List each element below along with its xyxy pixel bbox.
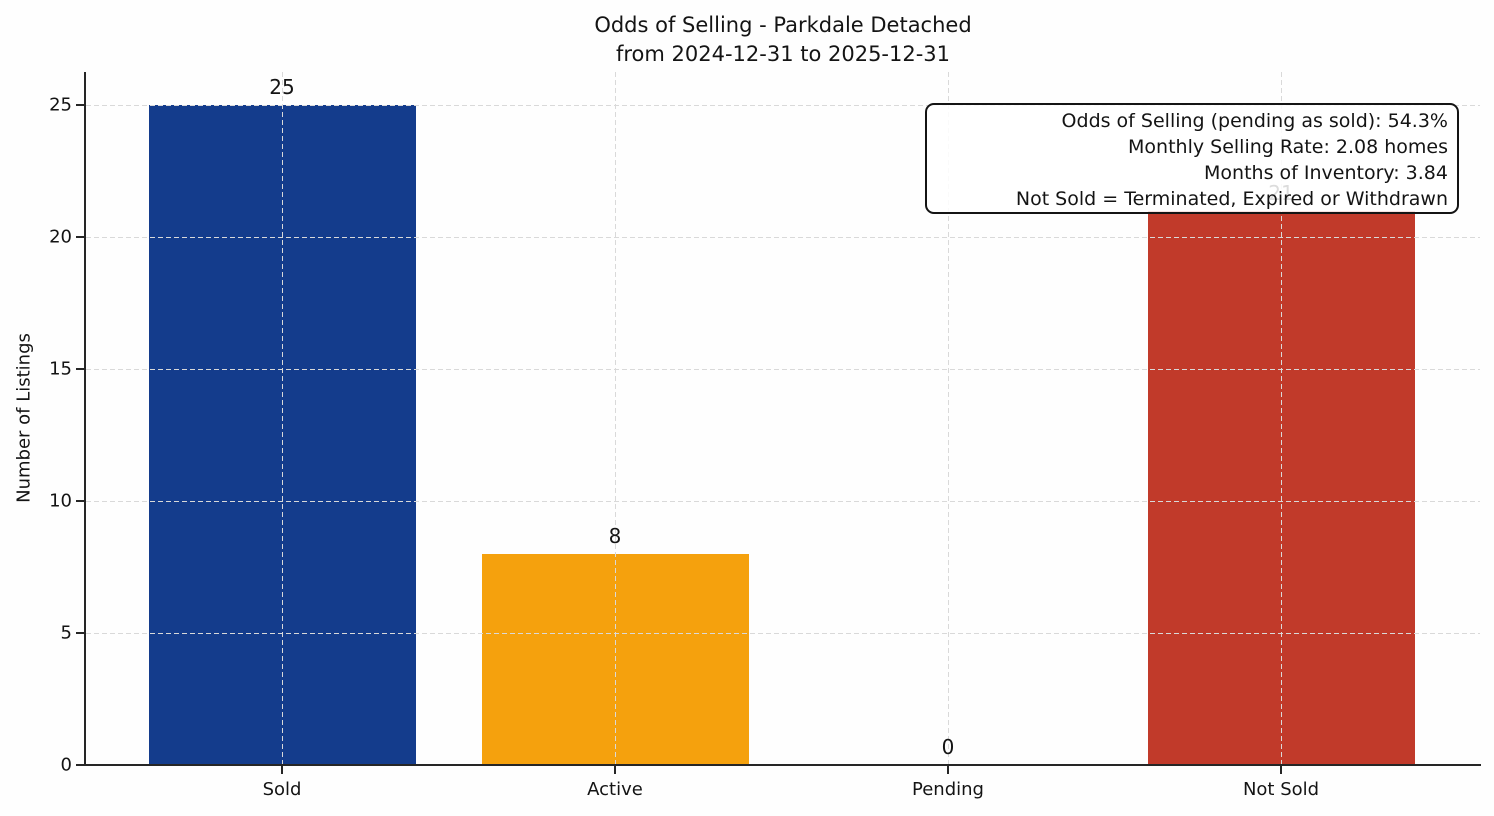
x-tick-mark [947, 766, 949, 774]
annotation-not-sold-definition: Not Sold = Terminated, Expired or Withdr… [1015, 188, 1448, 210]
chart-title-line2: from 2024-12-31 to 2025-12-31 [615, 42, 951, 66]
horizontal-gridline [86, 105, 1480, 106]
annotation-months-of-inventory: Months of Inventory: 3.84 [1204, 162, 1448, 184]
chart-title: Odds of Selling - Parkdale Detached from… [85, 11, 1481, 69]
y-axis-line [84, 72, 86, 766]
x-tick-mark [1280, 766, 1282, 774]
y-tick-label-0: 0 [60, 754, 72, 776]
bar-value-label-pending: 0 [941, 735, 955, 759]
stats-annotation-box: Odds of Selling (pending as sold): 54.3%… [925, 103, 1459, 214]
y-tick-mark [76, 632, 84, 634]
horizontal-gridline [86, 237, 1480, 238]
bar-value-label-sold: 25 [269, 75, 295, 99]
y-axis-label: Number of Listings [13, 333, 35, 503]
y-tick-mark [76, 368, 84, 370]
horizontal-gridline [86, 501, 1480, 502]
annotation-monthly-selling-rate: Monthly Selling Rate: 2.08 homes [1128, 136, 1448, 158]
chart-title-line1: Odds of Selling - Parkdale Detached [594, 13, 972, 37]
x-tick-label-active: Active [587, 779, 643, 800]
x-tick-mark [281, 766, 283, 774]
y-tick-label-20: 20 [49, 226, 72, 248]
vertical-gridline [1281, 72, 1282, 764]
y-tick-label-5: 5 [60, 622, 72, 644]
y-tick-label-25: 25 [49, 94, 72, 116]
x-tick-mark [614, 766, 616, 774]
y-tick-label-15: 15 [49, 358, 72, 380]
x-tick-label-sold: Sold [262, 779, 302, 800]
y-tick-mark [76, 236, 84, 238]
vertical-gridline [282, 72, 283, 764]
x-axis-line [84, 764, 1481, 766]
x-tick-label-pending: Pending [912, 779, 984, 800]
vertical-gridline [615, 72, 616, 764]
annotation-odds-of-selling: Odds of Selling (pending as sold): 54.3% [1061, 110, 1448, 132]
y-tick-mark [76, 104, 84, 106]
bar-value-label-active: 8 [608, 523, 622, 548]
horizontal-gridline [86, 633, 1480, 634]
y-tick-label-10: 10 [49, 490, 72, 512]
y-tick-mark [76, 764, 84, 766]
x-tick-label-not-sold: Not Sold [1242, 779, 1320, 800]
y-tick-mark [76, 500, 84, 502]
horizontal-gridline [86, 369, 1480, 370]
vertical-gridline [948, 72, 949, 764]
